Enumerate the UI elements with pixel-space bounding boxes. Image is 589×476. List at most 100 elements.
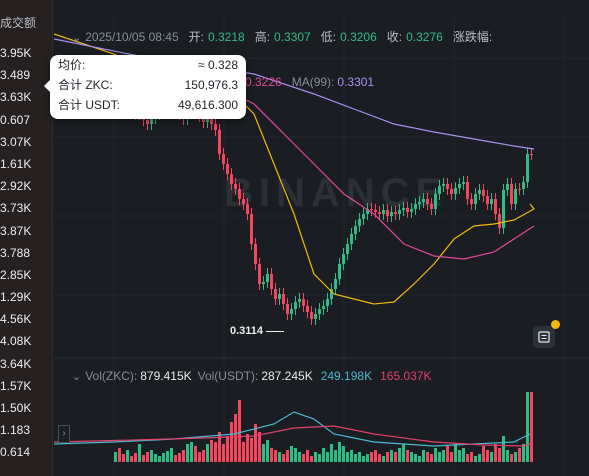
turnover-values: 3.95K 3.489 3.63K 0.607 3.07K 1.61K 2.92K 3.73K… [0, 42, 31, 464]
candle-body [314, 314, 317, 319]
volume-bar [474, 456, 477, 462]
turnover-value: 1.61K [0, 156, 32, 171]
candle-body [250, 214, 253, 244]
volume-bar [266, 440, 269, 462]
volume-bar [530, 392, 533, 462]
volume-bar [262, 444, 265, 462]
turnover-value: 2.85K [0, 267, 32, 282]
volume-bar [486, 450, 489, 462]
volume-bar [138, 444, 141, 462]
candle-body [322, 306, 325, 309]
tooltip-pointer [44, 80, 50, 92]
candle-date: 2025/10/05 08:45 [85, 30, 179, 44]
volume-bar [462, 448, 465, 462]
volume-bar [298, 452, 301, 462]
volume-bar [194, 446, 197, 462]
volume-bar [526, 392, 529, 462]
candle-body [394, 212, 397, 214]
turnover-value: 2.92K [0, 179, 32, 194]
turnover-value: 4.08K [0, 334, 32, 349]
volume-bar [146, 452, 149, 462]
volume-bar [442, 450, 445, 462]
total-zkc-label: 合计 ZKC: [58, 78, 113, 92]
candle-body [494, 199, 497, 214]
volume-bar [218, 432, 221, 462]
volume-bar [426, 452, 429, 462]
volume-bar [326, 452, 329, 462]
volume-bar [278, 452, 281, 462]
volume-bar [290, 446, 293, 462]
open-label: 开: [188, 30, 204, 44]
collapse-panel-button[interactable]: › [58, 425, 70, 443]
volume-bar [306, 450, 309, 462]
volume-bar [386, 452, 389, 462]
volume-bar [258, 432, 261, 462]
volume-bar [118, 448, 121, 462]
watermark-text: BINANCE [224, 171, 448, 215]
volume-bar [130, 456, 133, 462]
volume-bar [318, 454, 321, 462]
candle-body [222, 154, 225, 164]
volume-bar [154, 454, 157, 462]
candle-body [366, 209, 369, 214]
volume-bar [282, 454, 285, 462]
candle-body [150, 118, 153, 124]
turnover-value: 0.607 [0, 112, 31, 127]
binance-watermark: BINANCE [224, 171, 448, 215]
notes-button[interactable] [533, 320, 560, 348]
candle-body [370, 209, 373, 210]
candle-body [482, 190, 485, 196]
volume-bar [438, 452, 441, 462]
candle-body [226, 164, 229, 174]
candle-body [146, 120, 149, 124]
candle-body [386, 210, 389, 216]
candle-body [330, 289, 333, 299]
candle-body [430, 204, 433, 209]
high-label: 高: [254, 30, 271, 44]
candle-body [334, 279, 337, 289]
candle-body [434, 194, 437, 209]
volume-bar [502, 436, 505, 462]
volume-bar [406, 450, 409, 462]
volume-bar [506, 450, 509, 462]
candle-body [254, 244, 257, 264]
volume-bar [414, 454, 417, 462]
chevron-down-icon[interactable]: ⌄ [72, 371, 82, 383]
volume-bar [190, 442, 193, 462]
volume-bar [294, 448, 297, 462]
candle-body [262, 282, 265, 284]
volume-bar [186, 444, 189, 462]
volume-bar [134, 453, 137, 462]
volume-bar [394, 452, 397, 462]
volume-bar [202, 450, 205, 462]
volume-bar [210, 440, 213, 462]
turnover-value: 3.73K [0, 201, 32, 216]
candle-body [474, 194, 477, 204]
note-icon [538, 331, 550, 343]
candle-body [350, 234, 353, 244]
vol-ma-value-1: 249.198K [320, 369, 373, 383]
candle-body [218, 130, 221, 154]
volume-bars [114, 392, 533, 462]
turnover-value: 1.50K [0, 401, 32, 415]
volume-bar [402, 444, 405, 462]
candle-body [294, 302, 297, 309]
turnover-value: 3.788 [0, 245, 31, 260]
candle-body [438, 186, 441, 194]
chevron-down-icon[interactable]: ⌄ [72, 32, 82, 44]
open-value: 0.3218 [207, 30, 245, 44]
volume-bar [390, 450, 393, 462]
turnover-value: 3.63K [0, 90, 32, 105]
turnover-value: 3.489 [0, 68, 31, 83]
candle-body [502, 190, 505, 228]
vol-ma-line [54, 425, 531, 447]
low-marker-line [266, 331, 284, 332]
turnover-value: 1.29K [0, 290, 32, 305]
candle-body [446, 184, 449, 189]
turnover-value: 1.57K [0, 378, 32, 393]
candle-body [286, 304, 289, 314]
volume-bar [178, 453, 181, 462]
volume-bar [314, 452, 317, 462]
volume-bar [518, 448, 521, 462]
volume-bar [166, 451, 169, 462]
